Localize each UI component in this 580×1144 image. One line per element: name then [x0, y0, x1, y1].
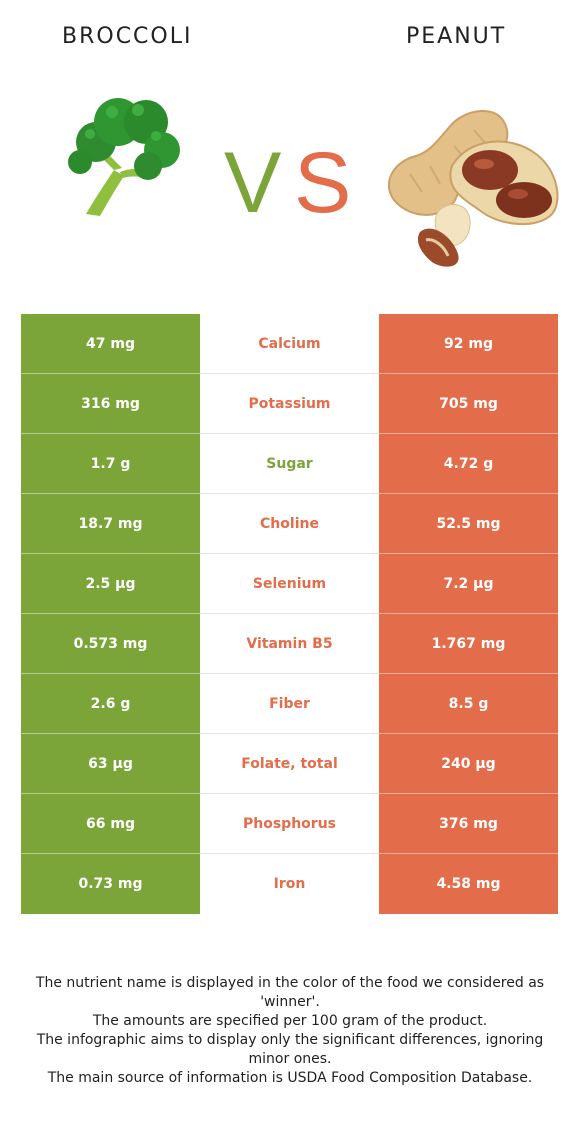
peanut-title: PEANUT: [406, 24, 507, 49]
nutrient-name: Folate, total: [200, 734, 379, 794]
peanut-value: 240 µg: [379, 734, 558, 794]
nutrient-name: Phosphorus: [200, 794, 379, 854]
table-row: 66 mg Phosphorus 376 mg: [21, 794, 558, 854]
peanut-value: 1.767 mg: [379, 614, 558, 674]
broccoli-value: 0.573 mg: [21, 614, 200, 674]
table-row: 2.6 g Fiber 8.5 g: [21, 674, 558, 734]
peanut-image: [382, 104, 564, 274]
peanut-value: 7.2 µg: [379, 554, 558, 614]
peanut-value: 4.72 g: [379, 434, 558, 494]
nutrient-name: Potassium: [200, 374, 379, 434]
broccoli-value: 1.7 g: [21, 434, 200, 494]
peanut-value: 52.5 mg: [379, 494, 558, 554]
broccoli-title: BROCCOLI: [62, 24, 193, 49]
table-row: 47 mg Calcium 92 mg: [21, 314, 558, 374]
nutrient-name: Calcium: [200, 314, 379, 374]
peanut-value: 376 mg: [379, 794, 558, 854]
table-row: 2.5 µg Selenium 7.2 µg: [21, 554, 558, 614]
peanut-value: 705 mg: [379, 374, 558, 434]
broccoli-value: 47 mg: [21, 314, 200, 374]
nutrient-name: Iron: [200, 854, 379, 914]
table-row: 0.73 mg Iron 4.58 mg: [21, 854, 558, 914]
broccoli-value: 316 mg: [21, 374, 200, 434]
broccoli-value: 18.7 mg: [21, 494, 200, 554]
table-row: 18.7 mg Choline 52.5 mg: [21, 494, 558, 554]
table-row: 0.573 mg Vitamin B5 1.767 mg: [21, 614, 558, 674]
broccoli-image: [66, 92, 182, 218]
broccoli-value: 63 µg: [21, 734, 200, 794]
comparison-table: 47 mg Calcium 92 mg 316 mg Potassium 705 mg 1.…: [21, 314, 558, 914]
vs-v-letter: V: [224, 135, 282, 231]
nutrient-name: Vitamin B5: [200, 614, 379, 674]
peanut-value: 8.5 g: [379, 674, 558, 734]
peanut-value: 92 mg: [379, 314, 558, 374]
peanut-value: 4.58 mg: [379, 854, 558, 914]
table-row: 316 mg Potassium 705 mg: [21, 374, 558, 434]
table-row: 63 µg Folate, total 240 µg: [21, 734, 558, 794]
footnote: The nutrient name is displayed in the co…: [18, 974, 562, 1088]
footnote-line: The main source of information is USDA F…: [47, 1070, 533, 1086]
broccoli-value: 2.6 g: [21, 674, 200, 734]
footnote-line: The amounts are specified per 100 gram o…: [92, 1013, 488, 1029]
nutrient-name: Selenium: [200, 554, 379, 614]
broccoli-value: 0.73 mg: [21, 854, 200, 914]
footnote-line: The infographic aims to display only the…: [36, 1032, 544, 1067]
nutrient-name: Sugar: [200, 434, 379, 494]
broccoli-value: 66 mg: [21, 794, 200, 854]
table-row: 1.7 g Sugar 4.72 g: [21, 434, 558, 494]
nutrient-name: Choline: [200, 494, 379, 554]
footnote-line: The nutrient name is displayed in the co…: [35, 975, 545, 1010]
broccoli-value: 2.5 µg: [21, 554, 200, 614]
vs-label: V S: [222, 138, 352, 228]
nutrient-name: Fiber: [200, 674, 379, 734]
vs-s-letter: S: [294, 135, 352, 231]
